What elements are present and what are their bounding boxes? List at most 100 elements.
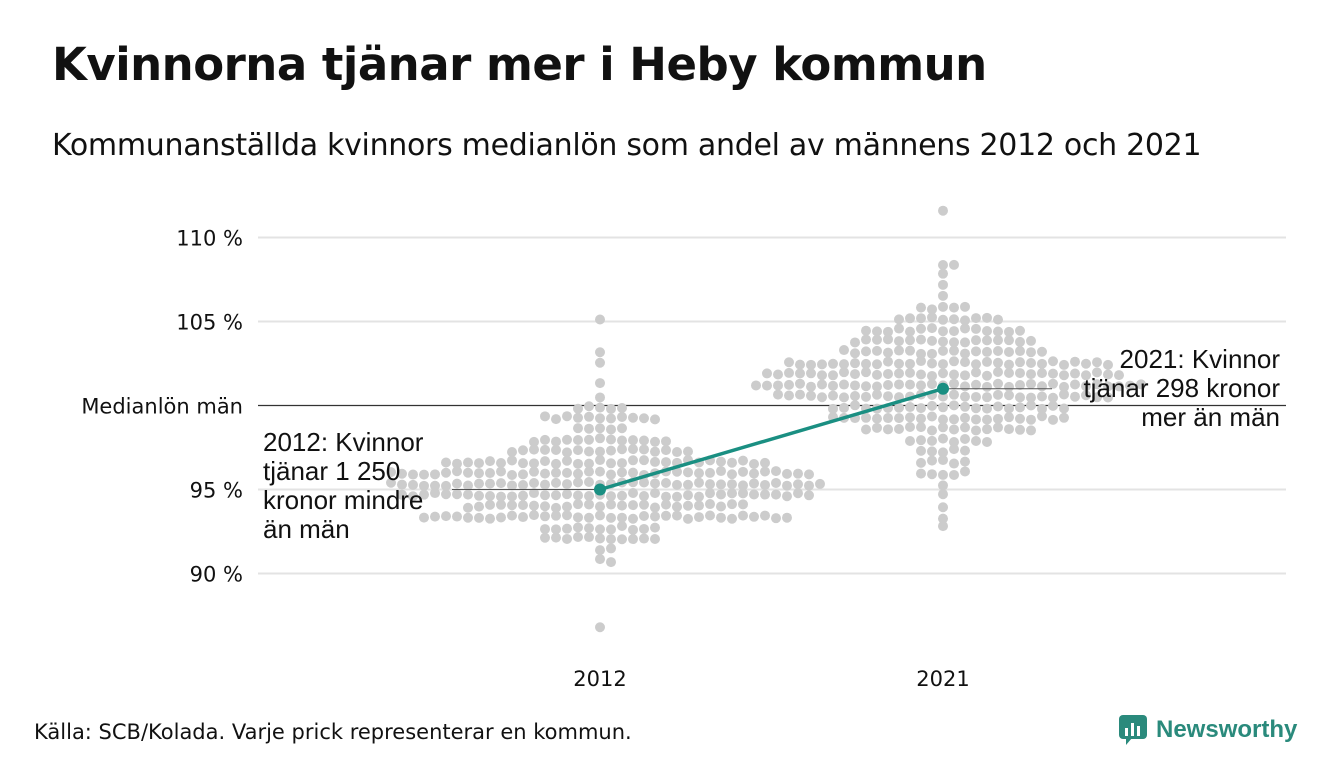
data-point [573,445,583,456]
data-point [507,447,517,458]
data-point [1048,378,1058,389]
data-point [861,367,871,378]
data-point [938,205,948,216]
data-point [960,466,970,477]
data-point [894,314,904,325]
data-point [1092,379,1102,390]
data-point [716,479,726,490]
data-point [1048,400,1058,411]
data-point [916,403,926,414]
data-point [1026,392,1036,403]
data-point [1026,357,1036,368]
data-point [1081,381,1091,392]
data-point [949,469,959,480]
data-point [540,444,550,455]
data-point [916,413,926,424]
data-point [1048,414,1058,425]
data-point [927,455,937,466]
data-point [1103,369,1113,380]
data-point [1004,326,1014,337]
data-point [716,489,726,500]
newsworthy-logo: Newsworthy [1118,714,1297,746]
data-point [595,433,605,444]
data-point [1026,369,1036,380]
data-point [938,259,948,270]
data-point [496,512,506,523]
data-point [1004,346,1014,357]
data-point [496,491,506,502]
data-point [749,478,759,489]
data-point [694,477,704,488]
data-point [817,359,827,370]
data-point [474,501,484,512]
data-point [628,467,638,478]
data-point [905,326,915,337]
data-point [474,478,484,489]
data-point [938,268,948,279]
data-point [1015,357,1025,368]
data-point [463,502,473,513]
data-point [927,446,937,457]
data-point [452,489,462,500]
data-point [529,436,539,447]
data-point [606,534,616,545]
data-point [839,345,849,356]
data-point [562,510,572,521]
data-point [540,479,550,490]
labels-layer: 110 % 105 % Medianlön män 95 % 90 % 2012 2021 2… [81,227,1280,692]
data-point [529,466,539,477]
data-point [850,380,860,391]
data-point [782,468,792,479]
data-point [694,500,704,511]
data-point [949,326,959,337]
data-point [617,490,627,501]
data-point [806,381,816,392]
data-point [573,403,583,414]
data-point [573,435,583,446]
data-point [949,414,959,425]
data-point [595,554,605,565]
data-point [1026,425,1036,436]
data-point [639,523,649,534]
data-point [1059,359,1069,370]
data-point [927,304,937,315]
y-tick-label: 90 % [190,563,243,587]
data-point [705,510,715,521]
data-point [872,334,882,345]
data-point [1059,370,1069,381]
data-point [430,480,440,491]
data-point [617,444,627,455]
data-point [771,477,781,488]
data-point [540,434,550,445]
annotation-line: tjänar 298 kronor [1083,373,1280,403]
data-point [496,478,506,489]
data-point [949,356,959,367]
data-point [507,469,517,480]
data-point [441,511,451,522]
data-point [949,389,959,400]
data-point [507,510,517,521]
data-point [518,480,528,491]
data-point [1037,411,1047,422]
data-point [529,444,539,455]
data-point [727,513,737,524]
data-point [749,458,759,469]
data-point [1070,379,1080,390]
data-point [606,512,616,523]
data-point [672,447,682,458]
data-point [672,510,682,521]
data-point [595,446,605,457]
data-point [839,402,849,413]
data-point [749,468,759,479]
data-point [551,458,561,469]
data-point [894,323,904,334]
data-point [584,423,594,434]
data-point [949,424,959,435]
data-point [485,468,495,479]
data-point [883,334,893,345]
data-point [595,392,605,403]
data-point [751,380,761,391]
data-point [694,512,704,523]
data-point [1015,368,1025,379]
data-point [705,499,715,510]
